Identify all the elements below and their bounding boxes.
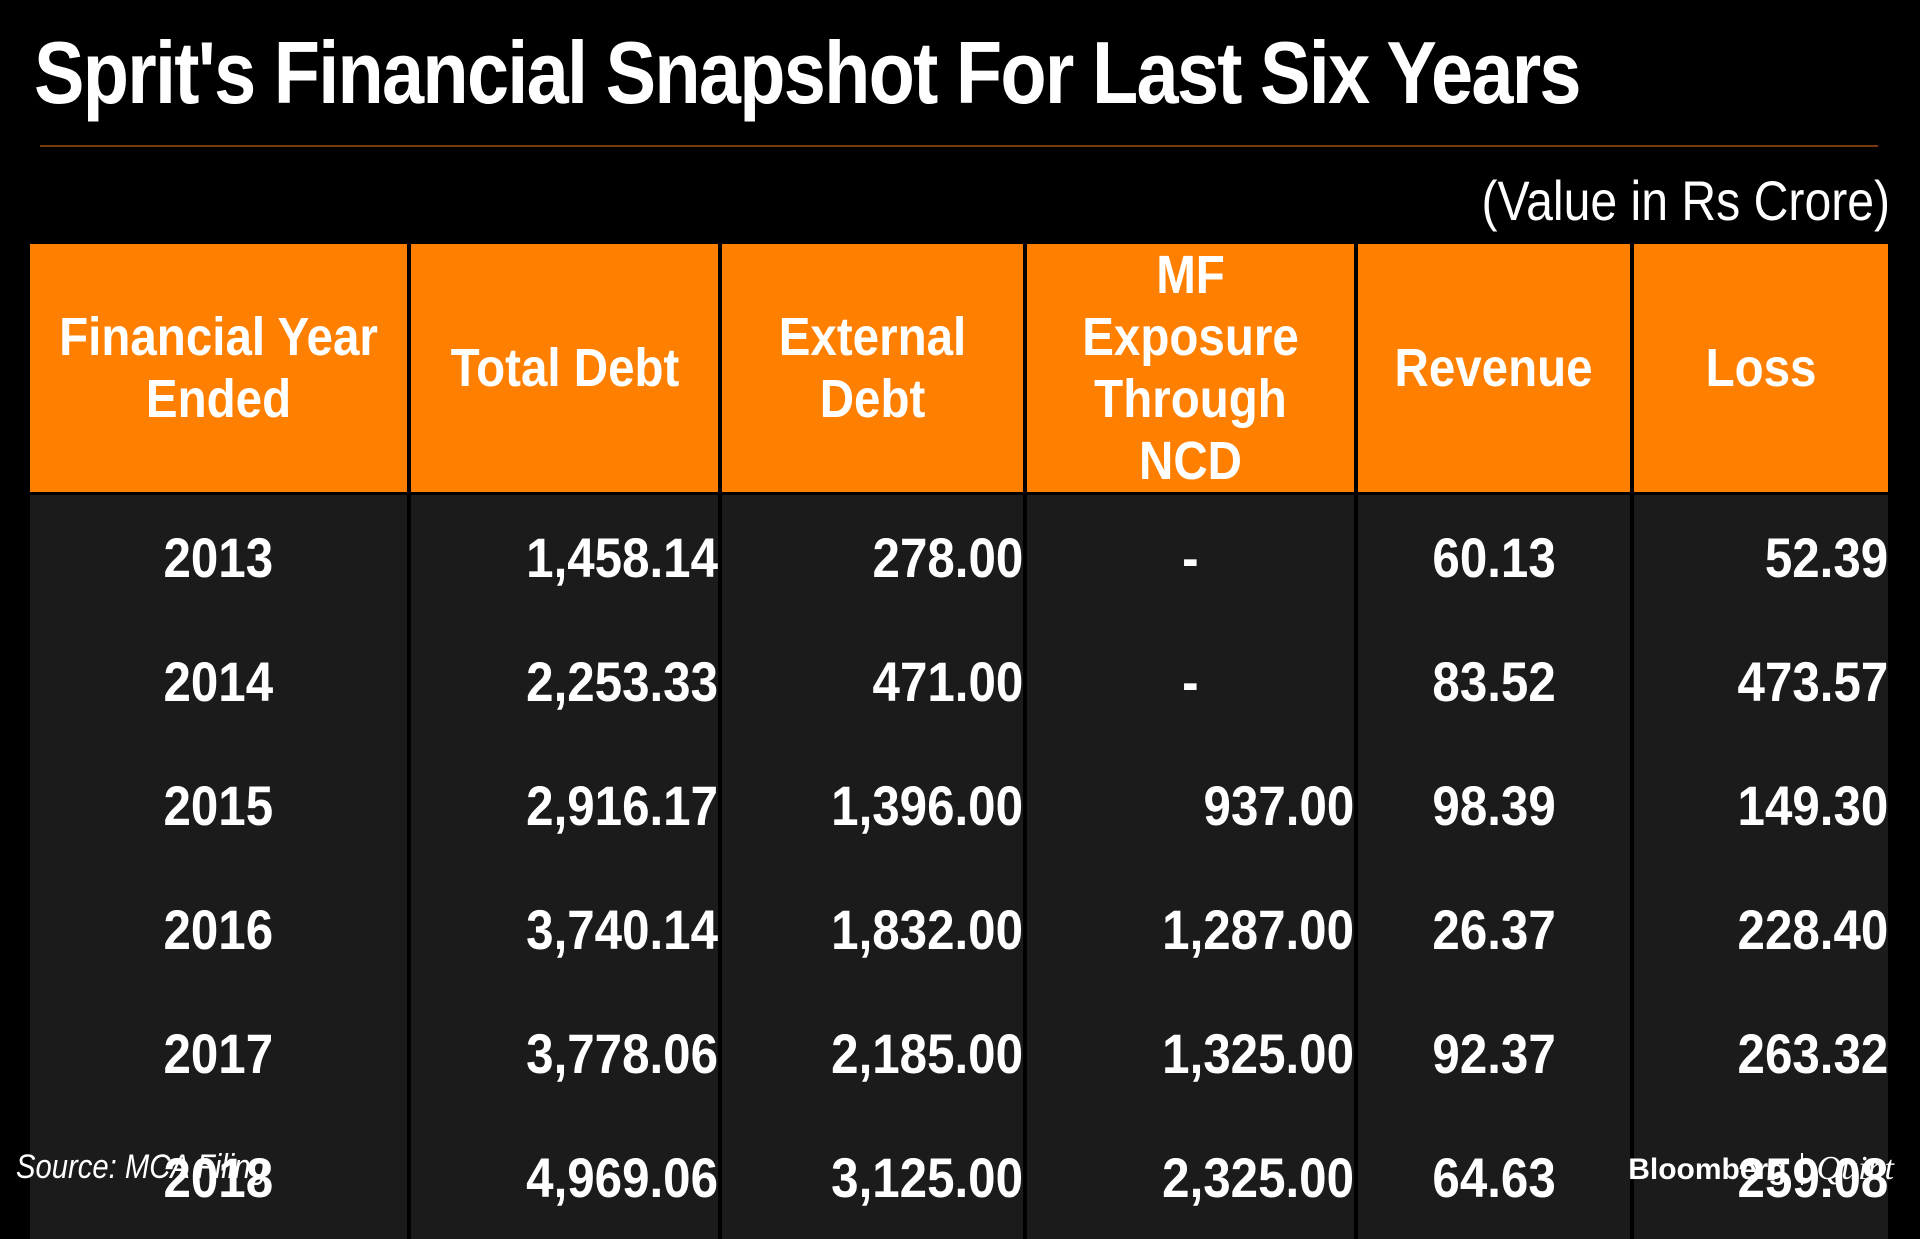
column-header-loss: Loss bbox=[1632, 244, 1888, 494]
brand-separator bbox=[1801, 1153, 1803, 1185]
cell-external-debt: 278.00 bbox=[720, 494, 1025, 620]
cell-total-debt: 3,740.14 bbox=[409, 867, 720, 991]
cell-loss: 263.32 bbox=[1632, 991, 1888, 1115]
cell-loss: 149.30 bbox=[1632, 743, 1888, 867]
cell-financial-year: 2014 bbox=[30, 619, 409, 743]
column-header-financial-year: Financial Year Ended bbox=[30, 244, 409, 494]
cell-financial-year: 2016 bbox=[30, 867, 409, 991]
cell-financial-year: 2015 bbox=[30, 743, 409, 867]
cell-revenue: 83.52 bbox=[1356, 619, 1632, 743]
chart-title: Sprit's Financial Snapshot For Last Six … bbox=[34, 22, 1580, 124]
cell-revenue: 26.37 bbox=[1356, 867, 1632, 991]
cell-external-debt: 1,396.00 bbox=[720, 743, 1025, 867]
column-header-revenue: Revenue bbox=[1356, 244, 1632, 494]
table-header-row: Financial Year Ended Total Debt External… bbox=[30, 244, 1888, 494]
cell-mf-exposure: 1,287.00 bbox=[1025, 867, 1356, 991]
source-note: Source: MCA Filing bbox=[16, 1148, 267, 1187]
cell-mf-exposure: 2,325.00 bbox=[1025, 1115, 1356, 1239]
cell-revenue: 64.63 bbox=[1356, 1115, 1632, 1239]
cell-mf-exposure: 1,325.00 bbox=[1025, 991, 1356, 1115]
cell-total-debt: 3,778.06 bbox=[409, 991, 720, 1115]
brand-logo: Bloomberg Quint bbox=[1628, 1150, 1894, 1188]
column-header-mf-exposure: MF Exposure Through NCD bbox=[1025, 244, 1356, 494]
cell-total-debt: 1,458.14 bbox=[409, 494, 720, 620]
cell-total-debt: 2,253.33 bbox=[409, 619, 720, 743]
cell-mf-exposure: - bbox=[1025, 619, 1356, 743]
cell-financial-year: 2017 bbox=[30, 991, 409, 1115]
cell-external-debt: 1,832.00 bbox=[720, 867, 1025, 991]
brand-name-quint: Quint bbox=[1817, 1150, 1894, 1187]
title-divider bbox=[40, 145, 1878, 147]
cell-revenue: 60.13 bbox=[1356, 494, 1632, 620]
cell-mf-exposure: 937.00 bbox=[1025, 743, 1356, 867]
cell-revenue: 98.39 bbox=[1356, 743, 1632, 867]
cell-mf-exposure: - bbox=[1025, 494, 1356, 620]
cell-total-debt: 4,969.06 bbox=[409, 1115, 720, 1239]
cell-total-debt: 2,916.17 bbox=[409, 743, 720, 867]
cell-loss: 473.57 bbox=[1632, 619, 1888, 743]
cell-external-debt: 3,125.00 bbox=[720, 1115, 1025, 1239]
cell-loss: 228.40 bbox=[1632, 867, 1888, 991]
column-header-external-debt: External Debt bbox=[720, 244, 1025, 494]
unit-note: (Value in Rs Crore) bbox=[1481, 168, 1890, 233]
brand-name-bloomberg: Bloomberg bbox=[1628, 1153, 1786, 1186]
column-header-total-debt: Total Debt bbox=[409, 244, 720, 494]
cell-external-debt: 471.00 bbox=[720, 619, 1025, 743]
cell-revenue: 92.37 bbox=[1356, 991, 1632, 1115]
cell-financial-year: 2013 bbox=[30, 494, 409, 620]
cell-external-debt: 2,185.00 bbox=[720, 991, 1025, 1115]
cell-loss: 52.39 bbox=[1632, 494, 1888, 620]
financial-table: Financial Year Ended Total Debt External… bbox=[30, 244, 1888, 1239]
